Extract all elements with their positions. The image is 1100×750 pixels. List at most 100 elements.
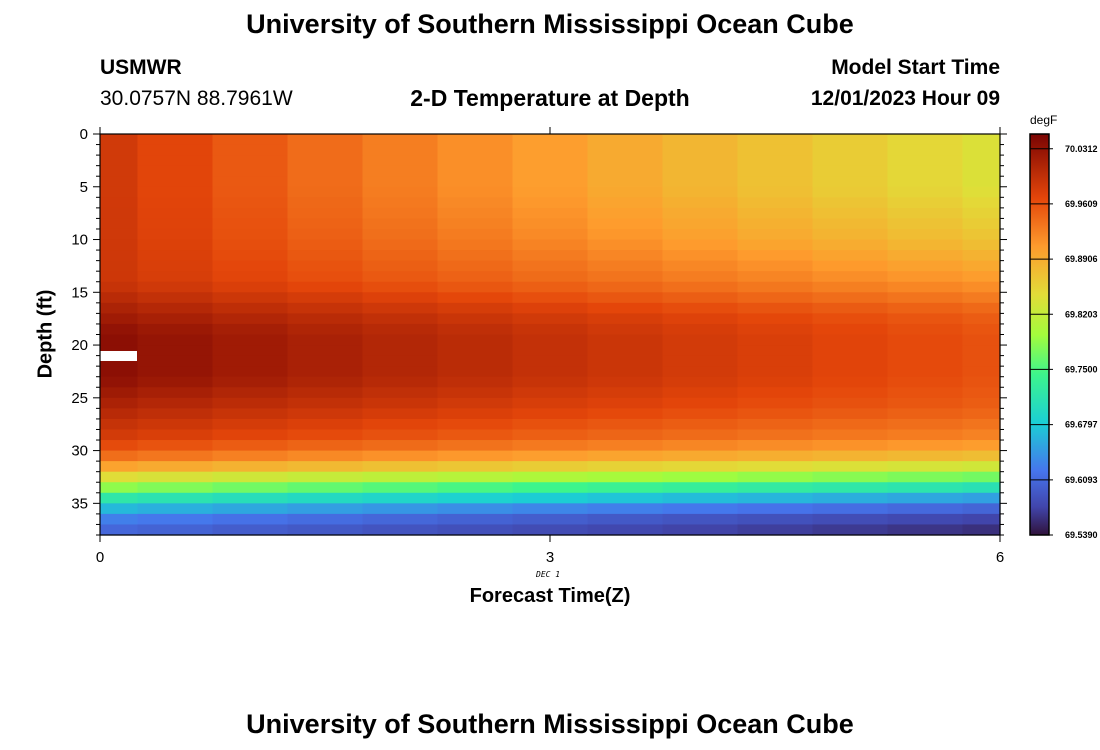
heatmap-cell — [587, 281, 664, 293]
heatmap-cell — [100, 155, 139, 167]
heatmap-cell — [137, 271, 214, 283]
heatmap-cell — [287, 144, 364, 156]
y-tick-label: 0 — [80, 126, 88, 143]
heatmap-cell — [662, 408, 739, 420]
heatmap-cell — [662, 482, 739, 494]
heatmap-cell — [887, 461, 964, 473]
heatmap-cell — [212, 492, 289, 504]
heatmap-cell — [287, 334, 364, 346]
heatmap-cell — [362, 176, 439, 188]
heatmap-cell — [100, 397, 139, 409]
heatmap-cell — [287, 250, 364, 262]
heatmap-cell — [887, 387, 964, 399]
heatmap-cell — [662, 461, 739, 473]
heatmap-cell — [962, 387, 1001, 399]
heatmap-cell — [587, 366, 664, 378]
heatmap-cell — [100, 492, 139, 504]
missing-data-marker — [100, 351, 137, 361]
heatmap-cell — [212, 408, 289, 420]
heatmap-cell — [100, 134, 139, 146]
heatmap-cell — [100, 323, 139, 336]
heatmap-cell — [587, 260, 664, 272]
heatmap-cell — [962, 440, 1001, 452]
heatmap-cell — [137, 197, 214, 209]
heatmap-cell — [812, 366, 889, 378]
heatmap-cell — [137, 355, 214, 367]
heatmap-cell — [887, 366, 964, 378]
heatmap-cell — [100, 471, 139, 483]
heatmap-cell — [587, 334, 664, 346]
heatmap-cell — [812, 513, 889, 526]
heatmap-cell — [887, 397, 964, 409]
heatmap-cell — [287, 176, 364, 188]
heatmap-cell — [737, 397, 814, 409]
heatmap-cell — [362, 471, 439, 483]
heatmap-cell — [512, 334, 589, 346]
heatmap-cell — [212, 302, 289, 314]
heatmap-cell — [662, 207, 739, 220]
heatmap-cell — [587, 450, 664, 462]
heatmap-cell — [662, 165, 739, 177]
y-tick-label: 25 — [71, 390, 88, 407]
heatmap-cell — [737, 134, 814, 146]
heatmap-cell — [587, 524, 664, 536]
heatmap-cell — [137, 524, 214, 536]
heatmap-cell — [962, 197, 1001, 209]
heatmap-cell — [512, 450, 589, 462]
heatmap-cell — [512, 134, 589, 146]
heatmap-cell — [100, 440, 139, 452]
heatmap-cell — [662, 471, 739, 483]
heatmap-cell — [662, 376, 739, 388]
heatmap-cell — [737, 334, 814, 346]
heatmap-cell — [137, 471, 214, 483]
heatmap-cell — [662, 513, 739, 526]
heatmap-cell — [812, 355, 889, 367]
heatmap-cell — [100, 482, 139, 494]
heatmap-cell — [287, 503, 364, 515]
heatmap-cell — [587, 165, 664, 177]
heatmap-cell — [512, 186, 589, 198]
heatmap-cell — [212, 345, 289, 357]
heatmap-cell — [812, 524, 889, 536]
heatmap-cell — [662, 134, 739, 146]
heatmap-cell — [212, 144, 289, 156]
heatmap-cell — [887, 313, 964, 325]
heatmap-cell — [662, 250, 739, 262]
heatmap-cell — [287, 482, 364, 494]
heatmap-cell — [737, 429, 814, 441]
colorbar-tick-label: 69.8906 — [1065, 254, 1098, 264]
heatmap-cell — [100, 334, 139, 346]
heatmap-cell — [362, 186, 439, 198]
heatmap-cell — [812, 471, 889, 483]
heatmap-cell — [287, 313, 364, 325]
heatmap-cell — [212, 418, 289, 431]
heatmap-cell — [212, 450, 289, 462]
heatmap-cell — [437, 376, 514, 388]
heatmap-cell — [887, 492, 964, 504]
heatmap-cell — [287, 397, 364, 409]
station-id: USMWR — [100, 56, 182, 79]
x-tick-label: 6 — [996, 549, 1004, 566]
heatmap-cell — [212, 239, 289, 251]
heatmap-cell — [437, 292, 514, 304]
heatmap-cell — [362, 418, 439, 431]
heatmap-cell — [137, 366, 214, 378]
heatmap-cell — [362, 239, 439, 251]
heatmap-cell — [212, 313, 289, 325]
heatmap-cell — [287, 408, 364, 420]
heatmap-cell — [287, 218, 364, 230]
heatmap-cell — [737, 176, 814, 188]
heatmap-cell — [212, 281, 289, 293]
heatmap-cell — [362, 197, 439, 209]
heatmap-cell — [962, 155, 1001, 167]
heatmap-cell — [587, 503, 664, 515]
heatmap-cell — [587, 186, 664, 198]
heatmap-cell — [287, 239, 364, 251]
heatmap-cell — [512, 345, 589, 357]
heatmap-cell — [587, 492, 664, 504]
heatmap-cell — [812, 260, 889, 272]
heatmap-cell — [512, 397, 589, 409]
heatmap-cell — [662, 355, 739, 367]
heatmap-cell — [887, 471, 964, 483]
